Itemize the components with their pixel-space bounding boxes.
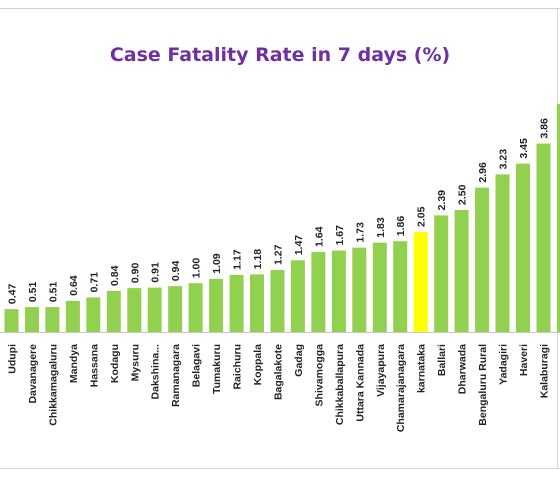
bar-belagavi — [188, 283, 203, 332]
bar-davanagere — [25, 307, 39, 332]
bar-haveri — [516, 163, 530, 332]
data-label: 0.64 — [68, 275, 80, 296]
x-tick-label: Vijayapura — [375, 344, 387, 397]
x-tick-label: Raichuru — [232, 344, 244, 390]
x-tick-label: Koppala — [252, 344, 264, 386]
x-tick-label: Bengaluru Rural — [477, 344, 489, 426]
x-tick-label: Bagalakote — [273, 344, 285, 400]
data-label: 0.47 — [7, 284, 19, 305]
bar-mysuru — [127, 288, 142, 332]
bar-tumakuru — [209, 278, 224, 332]
data-label: 1.67 — [334, 225, 346, 246]
x-tick-label: Bengaluru Urban — [559, 344, 560, 429]
data-label: 0.94 — [170, 261, 182, 282]
bar-chikkaballapura — [331, 250, 346, 332]
x-tick-label: Chamarajanagara — [395, 344, 407, 432]
bar-koppala — [250, 274, 264, 332]
data-label: 3.86 — [539, 118, 551, 139]
data-label: 0.90 — [129, 263, 141, 284]
x-tick-label: Kalaburagi — [539, 344, 551, 398]
bar-dakshina-kannada — [147, 287, 162, 332]
x-tick-label: Dakshina... — [150, 344, 162, 400]
data-label: 1.47 — [293, 235, 305, 256]
bar-kalaburagi — [536, 143, 551, 332]
x-tick-label: Belagavi — [191, 344, 203, 387]
data-label: 2.96 — [477, 162, 489, 183]
bottom-border — [0, 468, 560, 469]
bar-bengaluru-rural — [475, 187, 490, 332]
chart-title: Case Fatality Rate in 7 days (%) — [109, 44, 451, 66]
x-tick-label: Mysuru — [129, 344, 141, 381]
data-label: 3.23 — [498, 149, 510, 170]
bar-dharwada — [454, 210, 469, 332]
bar-bagalakote — [270, 270, 285, 332]
data-label: 1.64 — [313, 226, 325, 247]
x-tick-label: Uttara Kannada — [354, 344, 366, 422]
top-border — [0, 8, 560, 9]
bar-chamarajanagara — [393, 241, 408, 332]
x-tick-label: Hassana — [88, 344, 100, 387]
data-label: 1.86 — [395, 216, 407, 237]
data-label: 1.27 — [273, 244, 285, 265]
x-tick-label: Ramanagara — [170, 344, 182, 407]
data-label: 1.17 — [232, 249, 244, 270]
x-tick-label: Haveri — [518, 344, 530, 376]
data-label: 2.39 — [436, 190, 448, 211]
bar-ballari — [434, 215, 449, 332]
data-label: 0.91 — [150, 262, 162, 283]
data-label: 0.71 — [88, 272, 100, 293]
data-label: 1.00 — [191, 258, 203, 279]
data-label: 3.45 — [518, 138, 530, 159]
data-label: 1.09 — [211, 253, 223, 274]
x-tick-label: Davanagere — [27, 344, 39, 404]
bar-vijayapura — [372, 242, 387, 332]
data-label: 0.51 — [47, 282, 59, 303]
x-tick-label: Yadagiri — [498, 344, 510, 385]
x-tick-label: karnataka — [416, 344, 428, 393]
data-label: 1.83 — [375, 217, 387, 238]
bar-yadagiri — [495, 174, 510, 332]
x-tick-label: Chikkamagaluru — [47, 344, 59, 426]
bar-raichuru — [229, 274, 244, 332]
x-tick-label: Dharwada — [457, 344, 469, 394]
x-tick-label: Gadag — [293, 344, 305, 377]
data-label: 1.18 — [252, 249, 264, 270]
data-label: 4.67 — [559, 79, 560, 100]
data-label: 1.73 — [354, 222, 366, 243]
x-tick-label: Ballari — [436, 344, 448, 376]
data-label: 2.50 — [457, 184, 469, 205]
bar-shivamogga — [311, 252, 326, 332]
data-label: 2.05 — [416, 206, 428, 227]
x-tick-label: Mandya — [68, 344, 80, 383]
bar-mandya — [65, 300, 80, 332]
bar-gadag — [290, 260, 305, 332]
bar-udupi — [4, 309, 19, 332]
bar-ramanagara — [168, 286, 183, 332]
bar-kodagu — [106, 291, 121, 332]
x-tick-label: Shivamogga — [313, 344, 325, 407]
bar-hassana — [86, 297, 101, 332]
x-tick-label: Tumakuru — [211, 344, 223, 394]
x-tick-label: Udupi — [7, 344, 19, 374]
data-label: 0.51 — [27, 282, 39, 303]
bar-uttara-kannada — [352, 247, 367, 332]
bar-karnataka — [413, 232, 428, 332]
x-tick-label: Kodagu — [109, 344, 121, 383]
x-tick-label: Chikkaballapura — [334, 344, 346, 425]
bar-bengaluru-urban — [556, 104, 560, 332]
data-label: 0.84 — [109, 265, 121, 286]
bar-chikkamagaluru — [45, 307, 60, 332]
